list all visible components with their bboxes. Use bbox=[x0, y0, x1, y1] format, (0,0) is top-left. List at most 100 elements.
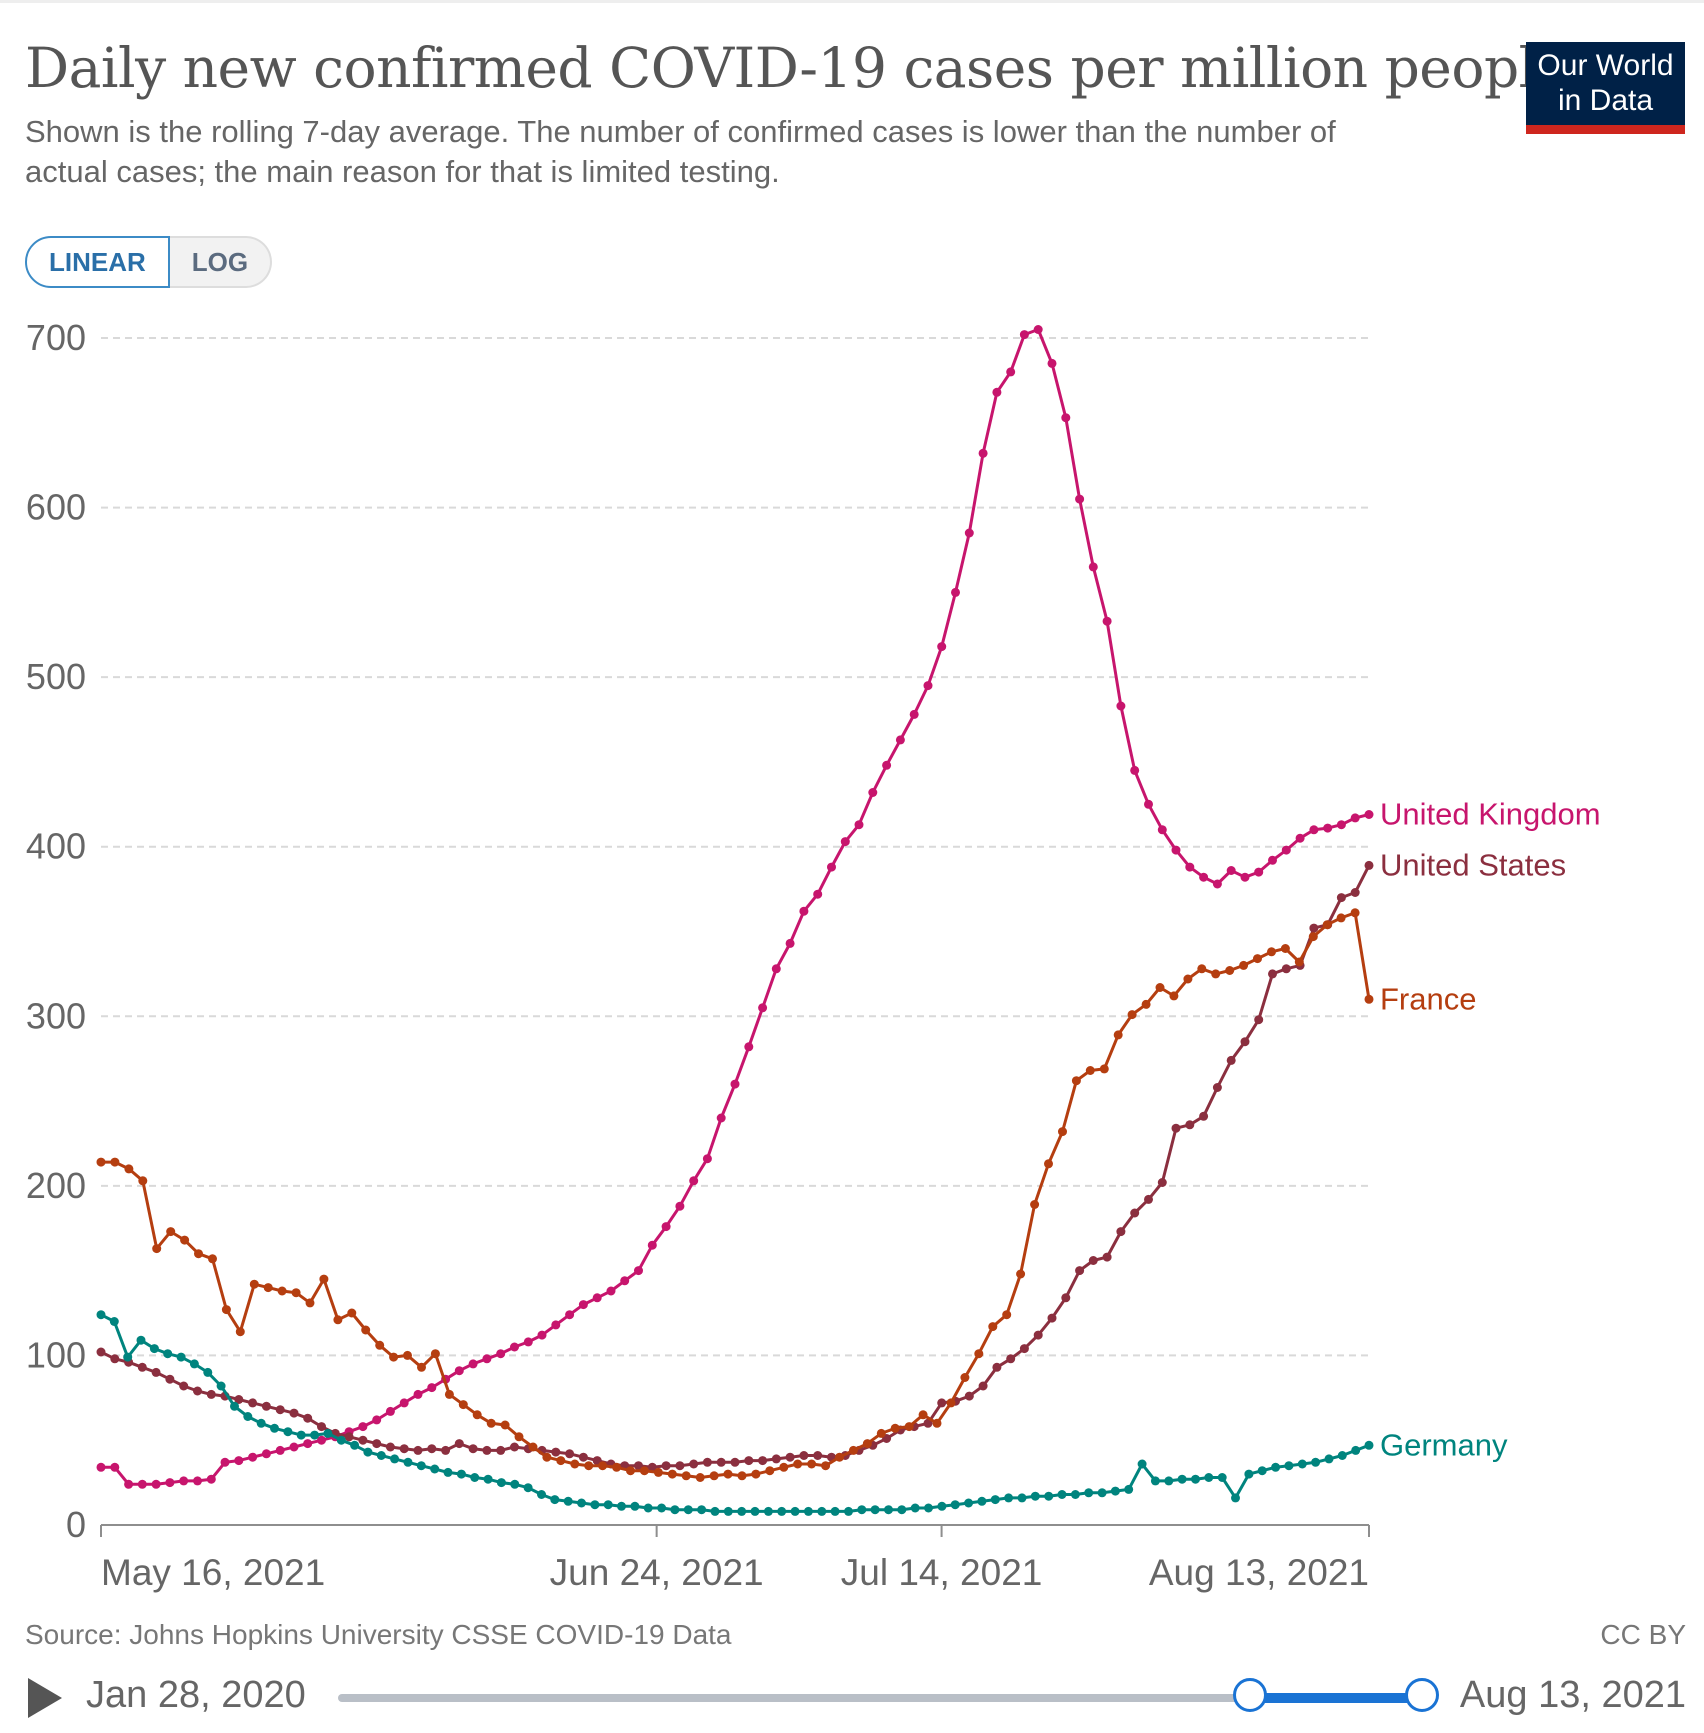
data-point-germany-56 bbox=[844, 1506, 853, 1516]
y-tick-label-400: 400 bbox=[26, 826, 86, 867]
data-point-united-states-20 bbox=[372, 1439, 382, 1449]
data-point-france-67 bbox=[1030, 1200, 1040, 1209]
data-point-united-kingdom-81 bbox=[1212, 879, 1222, 889]
data-point-france-79 bbox=[1197, 964, 1207, 974]
data-point-united-kingdom-26 bbox=[454, 1366, 464, 1376]
data-point-united-kingdom-29 bbox=[496, 1349, 506, 1359]
data-point-france-26 bbox=[458, 1400, 468, 1410]
data-point-france-16 bbox=[319, 1274, 329, 1284]
timeline-selected-range bbox=[1250, 1693, 1422, 1703]
data-point-germany-83 bbox=[1204, 1473, 1214, 1482]
data-point-france-48 bbox=[765, 1466, 775, 1476]
x-tick-label-3: Aug 13, 2021 bbox=[1149, 1552, 1369, 1593]
data-point-germany-3 bbox=[136, 1335, 146, 1345]
data-point-united-kingdom-80 bbox=[1199, 872, 1209, 882]
data-point-germany-25 bbox=[430, 1464, 440, 1474]
data-point-france-86 bbox=[1294, 957, 1304, 967]
data-point-germany-92 bbox=[1324, 1454, 1334, 1464]
data-point-united-kingdom-55 bbox=[854, 820, 864, 830]
data-point-france-54 bbox=[848, 1445, 858, 1455]
data-point-germany-22 bbox=[390, 1454, 400, 1464]
data-point-united-kingdom-69 bbox=[1047, 358, 1057, 368]
data-point-france-4 bbox=[152, 1244, 162, 1254]
data-point-france-20 bbox=[375, 1340, 385, 1350]
data-point-france-12 bbox=[263, 1283, 273, 1293]
data-point-germany-52 bbox=[790, 1506, 800, 1516]
data-point-germany-2 bbox=[123, 1352, 133, 1362]
data-point-united-states-61 bbox=[937, 1398, 947, 1408]
owid-logo[interactable]: Our World in Data bbox=[1526, 42, 1685, 134]
data-point-france-37 bbox=[612, 1462, 622, 1472]
data-point-germany-57 bbox=[857, 1505, 867, 1515]
data-point-france-24 bbox=[430, 1349, 440, 1359]
data-point-germany-68 bbox=[1004, 1493, 1014, 1503]
data-point-germany-77 bbox=[1124, 1484, 1134, 1494]
data-point-united-states-11 bbox=[248, 1398, 258, 1408]
data-point-france-41 bbox=[667, 1469, 677, 1479]
data-point-united-states-29 bbox=[496, 1445, 506, 1455]
data-point-france-50 bbox=[793, 1459, 803, 1469]
y-tick-label-100: 100 bbox=[26, 1334, 86, 1375]
data-point-france-9 bbox=[221, 1305, 231, 1315]
data-point-germany-61 bbox=[910, 1503, 920, 1513]
data-point-france-6 bbox=[180, 1235, 190, 1245]
data-point-france-91 bbox=[1364, 994, 1374, 1004]
data-point-germany-40 bbox=[630, 1501, 640, 1511]
data-point-france-70 bbox=[1071, 1076, 1081, 1086]
data-point-united-kingdom-79 bbox=[1185, 862, 1195, 872]
data-point-france-82 bbox=[1239, 960, 1249, 970]
timeline-track[interactable] bbox=[338, 1694, 1422, 1702]
data-point-united-kingdom-83 bbox=[1240, 872, 1250, 882]
data-point-united-kingdom-16 bbox=[317, 1435, 326, 1445]
data-point-united-kingdom-66 bbox=[1006, 367, 1016, 377]
series-labels: United Kingdom United States France Germany bbox=[1380, 796, 1601, 1462]
linear-scale-button[interactable]: LINEAR bbox=[25, 236, 170, 288]
data-point-germany-48 bbox=[737, 1506, 747, 1516]
data-point-united-kingdom-78 bbox=[1171, 845, 1181, 855]
data-point-united-states-64 bbox=[978, 1381, 988, 1391]
data-point-germany-4 bbox=[149, 1344, 159, 1354]
data-point-united-states-7 bbox=[193, 1386, 202, 1396]
data-point-united-kingdom-21 bbox=[385, 1406, 395, 1416]
data-point-united-kingdom-91 bbox=[1350, 813, 1360, 823]
data-point-united-states-82 bbox=[1226, 1055, 1236, 1065]
data-point-france-64 bbox=[988, 1322, 998, 1332]
data-point-united-states-26 bbox=[454, 1439, 464, 1449]
data-point-germany-58 bbox=[870, 1505, 880, 1515]
data-point-united-kingdom-9 bbox=[220, 1457, 230, 1467]
data-point-united-kingdom-1 bbox=[110, 1462, 120, 1472]
data-point-france-87 bbox=[1308, 932, 1318, 942]
data-point-united-states-34 bbox=[565, 1449, 575, 1459]
data-point-united-states-25 bbox=[441, 1445, 451, 1455]
data-point-united-kingdom-42 bbox=[675, 1201, 685, 1211]
data-point-france-84 bbox=[1267, 947, 1276, 957]
timeline-start-handle[interactable] bbox=[1233, 1678, 1267, 1712]
data-point-france-28 bbox=[486, 1418, 496, 1428]
data-point-germany-11 bbox=[243, 1412, 253, 1421]
data-point-united-states-6 bbox=[179, 1381, 189, 1391]
timeline-end-date: Aug 13, 2021 bbox=[1459, 1674, 1686, 1716]
data-point-germany-64 bbox=[950, 1500, 960, 1510]
data-point-france-45 bbox=[723, 1469, 733, 1479]
play-icon[interactable] bbox=[28, 1678, 62, 1718]
data-point-germany-0 bbox=[96, 1310, 106, 1320]
series-label-france: France bbox=[1380, 981, 1476, 1016]
data-point-france-53 bbox=[835, 1452, 844, 1462]
timeline-end-handle[interactable] bbox=[1405, 1678, 1439, 1712]
license-link[interactable]: CC BY bbox=[1600, 1619, 1686, 1650]
data-point-united-kingdom-41 bbox=[661, 1222, 671, 1232]
data-point-united-states-22 bbox=[399, 1444, 409, 1454]
data-point-france-56 bbox=[876, 1428, 886, 1438]
log-scale-button[interactable]: LOG bbox=[169, 236, 273, 288]
logo-line-1: Our World bbox=[1537, 49, 1674, 82]
data-point-germany-38 bbox=[603, 1500, 613, 1510]
data-point-france-3 bbox=[138, 1176, 148, 1186]
data-point-united-kingdom-33 bbox=[551, 1320, 561, 1330]
data-point-united-kingdom-24 bbox=[427, 1383, 437, 1393]
data-point-germany-66 bbox=[977, 1496, 987, 1506]
data-point-united-states-16 bbox=[317, 1422, 326, 1432]
data-point-united-states-60 bbox=[923, 1418, 933, 1428]
data-point-france-0 bbox=[96, 1157, 106, 1167]
data-point-united-kingdom-35 bbox=[578, 1300, 588, 1310]
data-point-germany-18 bbox=[336, 1435, 346, 1445]
